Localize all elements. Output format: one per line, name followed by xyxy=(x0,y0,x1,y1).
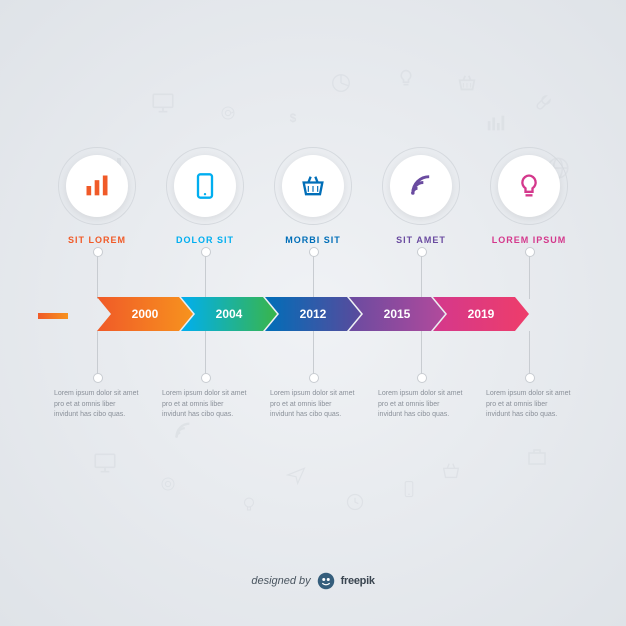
year-chevron-2015: 2015 xyxy=(349,297,445,331)
item-description: Lorem ipsum dolor sit amet pro et at omn… xyxy=(270,389,356,421)
timeline-item-1: DOLOR SIT xyxy=(162,155,248,299)
arrow-tail xyxy=(38,313,68,319)
infographic-container: SIT LOREM DOLOR SIT MORBI SIT SIT AMET L… xyxy=(0,0,626,626)
connector-bottom xyxy=(97,331,98,379)
connector-top xyxy=(97,251,98,299)
timeline-bottom-item-4: Lorem ipsum dolor sit amet pro et at omn… xyxy=(486,331,572,421)
year-chevron-bar: 2000 2004 2012 2015 2019 xyxy=(97,297,529,331)
timeline-item-3: SIT AMET xyxy=(378,155,464,299)
item-description: Lorem ipsum dolor sit amet pro et at omn… xyxy=(162,389,248,421)
timeline-bottom-item-2: Lorem ipsum dolor sit amet pro et at omn… xyxy=(270,331,356,421)
item-circle xyxy=(498,155,560,217)
freepik-logo-icon xyxy=(317,572,335,590)
credit-prefix: designed by xyxy=(251,575,310,587)
timeline-bottom-item-3: Lorem ipsum dolor sit amet pro et at omn… xyxy=(378,331,464,421)
timeline-bottom-item-0: Lorem ipsum dolor sit amet pro et at omn… xyxy=(54,331,140,421)
connector-top xyxy=(529,251,530,299)
item-circle xyxy=(66,155,128,217)
year-label: 2015 xyxy=(384,307,411,321)
connector-bottom xyxy=(205,331,206,379)
year-label: 2019 xyxy=(468,307,495,321)
connector-bottom xyxy=(313,331,314,379)
item-description: Lorem ipsum dolor sit amet pro et at omn… xyxy=(378,389,464,421)
timeline-top-row: SIT LOREM DOLOR SIT MORBI SIT SIT AMET L… xyxy=(0,155,626,299)
item-circle xyxy=(174,155,236,217)
timeline-item-0: SIT LOREM xyxy=(54,155,140,299)
year-chevron-2000: 2000 xyxy=(97,297,193,331)
timeline-bottom-item-1: Lorem ipsum dolor sit amet pro et at omn… xyxy=(162,331,248,421)
connector-top xyxy=(205,251,206,299)
timeline-item-2: MORBI SIT xyxy=(270,155,356,299)
year-label: 2000 xyxy=(132,307,159,321)
item-title: LOREM IPSUM xyxy=(492,235,567,245)
credit-line: designed by freepik xyxy=(0,572,626,590)
item-description: Lorem ipsum dolor sit amet pro et at omn… xyxy=(54,389,140,421)
item-circle xyxy=(282,155,344,217)
connector-top xyxy=(313,251,314,299)
item-title: SIT AMET xyxy=(396,235,446,245)
year-label: 2012 xyxy=(300,307,327,321)
year-chevron-2012: 2012 xyxy=(265,297,361,331)
timeline-item-4: LOREM IPSUM xyxy=(486,155,572,299)
year-bar-wrapper: 2000 2004 2012 2015 2019 xyxy=(0,299,626,331)
connector-bottom xyxy=(529,331,530,379)
credit-brand: freepik xyxy=(341,575,375,587)
connector-bottom xyxy=(421,331,422,379)
year-label: 2004 xyxy=(216,307,243,321)
item-title: MORBI SIT xyxy=(285,235,341,245)
item-description: Lorem ipsum dolor sit amet pro et at omn… xyxy=(486,389,572,421)
timeline-bottom-row: Lorem ipsum dolor sit amet pro et at omn… xyxy=(0,331,626,421)
year-chevron-2004: 2004 xyxy=(181,297,277,331)
item-title: SIT LOREM xyxy=(68,235,126,245)
item-circle xyxy=(390,155,452,217)
item-title: DOLOR SIT xyxy=(176,235,234,245)
year-chevron-2019: 2019 xyxy=(433,297,529,331)
connector-top xyxy=(421,251,422,299)
